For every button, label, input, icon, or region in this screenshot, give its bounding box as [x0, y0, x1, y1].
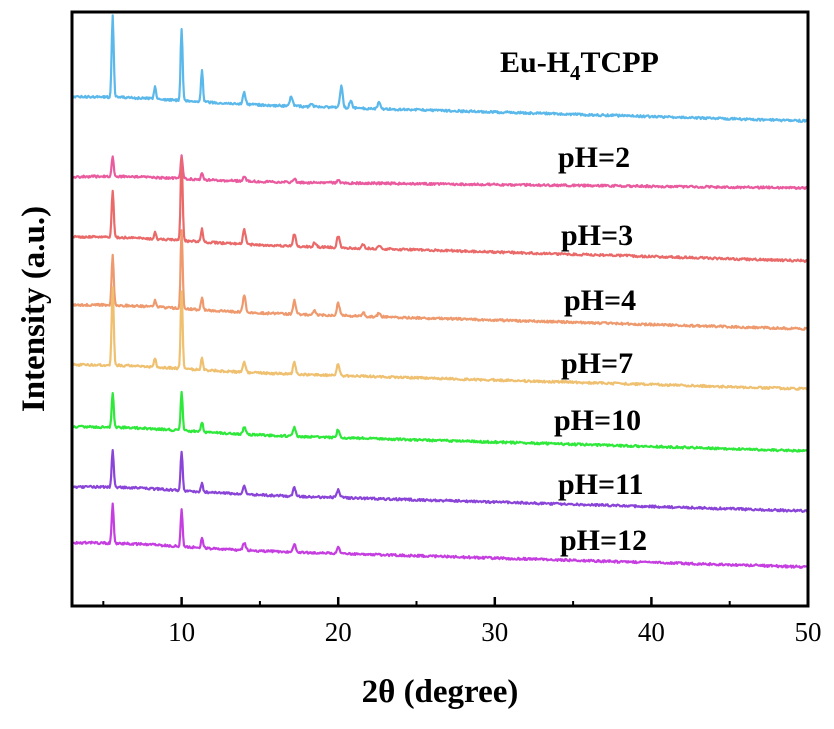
series-label-5: pH=10	[554, 404, 641, 437]
plot-frame	[70, 10, 810, 608]
x-tick-label-0: 10	[168, 617, 195, 647]
series-line-2	[71, 156, 809, 264]
series-label-1: pH=2	[558, 141, 630, 174]
series-layer	[70, 14, 809, 569]
x-axis-title: 2θ (degree)	[362, 674, 519, 710]
series-labels: Eu-H4TCPP pH=2 pH=3 pH=4 pH=7 pH=10 pH=11 pH=12	[500, 46, 659, 557]
series-line-5	[71, 390, 809, 453]
series-label-0: Eu-H4TCPP	[500, 46, 659, 85]
series-line-4	[71, 286, 809, 391]
series-line-3	[70, 229, 809, 331]
x-tick-label-1: 20	[325, 617, 352, 647]
y-axis-title: Intensity (a.u.)	[16, 206, 52, 412]
series-line-7	[71, 502, 809, 569]
series-label-4: pH=7	[561, 347, 633, 380]
series-label-7: pH=12	[560, 524, 647, 557]
x-tick-label-3: 40	[638, 617, 665, 647]
series-label-6: pH=11	[558, 468, 643, 501]
series-line-1	[71, 154, 809, 190]
x-axis-ticks: 10 20 30 40 50	[102, 597, 822, 647]
x-tick-label-4: 50	[795, 617, 822, 647]
x-tick-label-2: 30	[481, 617, 508, 647]
series-line-6	[71, 449, 809, 513]
series-label-2: pH=3	[561, 219, 633, 252]
series-line-0	[71, 14, 809, 123]
series-label-3: pH=4	[564, 284, 636, 317]
